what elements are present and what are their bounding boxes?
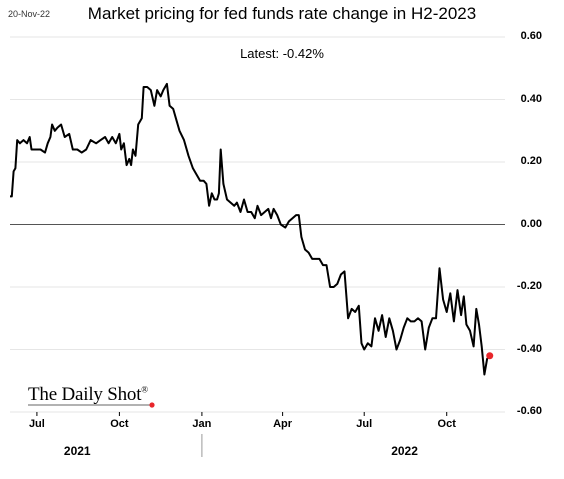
chart-title: Market pricing for fed funds rate change…	[87, 4, 477, 23]
y-tick-label: -0.60	[516, 405, 542, 417]
latest-annotation: Latest: -0.42%	[0, 46, 564, 61]
brand-logo: The Daily Shot®	[28, 384, 148, 406]
y-tick-label: 0.20	[520, 155, 542, 167]
brand-dot	[149, 402, 155, 408]
x-tick-label: Jul	[28, 418, 45, 430]
date-label: 20-Nov-22	[8, 9, 51, 19]
x-tick-label: Oct	[110, 418, 129, 430]
latest-point-marker	[486, 352, 494, 360]
year-label: 2021	[63, 444, 91, 458]
brand-registered-mark: ®	[141, 384, 148, 395]
x-tick-label: Oct	[437, 418, 456, 430]
series-line	[10, 82, 491, 376]
brand-name: The Daily Shot	[28, 384, 142, 405]
y-tick-label: 0.00	[520, 217, 542, 230]
y-tick-label: -0.40	[516, 342, 542, 355]
year-label: 2022	[391, 444, 418, 458]
y-tick-label: -0.20	[516, 280, 542, 292]
latest-label: Latest:	[240, 46, 280, 61]
x-tick-label: Apr	[273, 418, 293, 430]
latest-value: -0.42%	[282, 46, 324, 61]
y-tick-label: 0.40	[520, 92, 542, 105]
y-tick-label: 0.60	[520, 30, 542, 42]
x-tick-label: Jul	[356, 418, 373, 430]
x-tick-label: Jan	[192, 418, 212, 430]
